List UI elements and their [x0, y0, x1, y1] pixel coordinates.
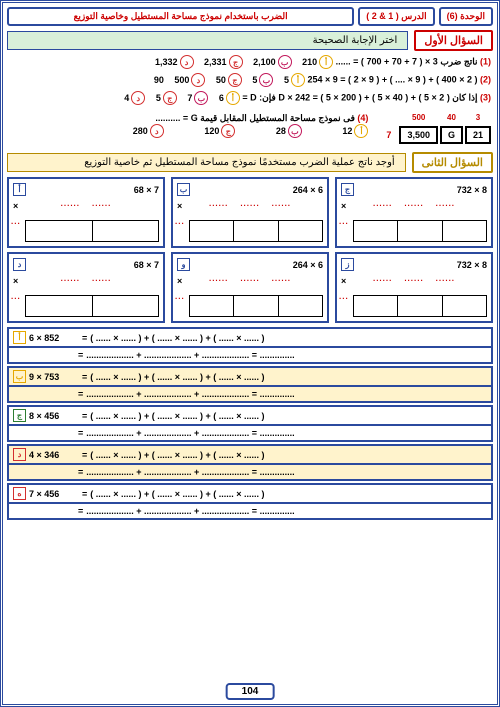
model-cell: و264 × 6..................×...	[171, 252, 329, 323]
marker-icon: أ	[13, 331, 26, 344]
problem-text: 68 × 7	[134, 260, 159, 270]
problem-text: 68 × 7	[134, 185, 159, 195]
lesson-box: الدرس ( 1 & 2 )	[358, 7, 434, 26]
model-cell: د68 × 7............×...	[7, 252, 165, 323]
q1-inst: اختر الإجابة الصحيحة	[7, 31, 408, 50]
equations: أ6 × 852= ( ...... × ...... ) + ( ......…	[7, 327, 493, 520]
marker-icon: ه	[13, 487, 26, 500]
model-cell: أ68 × 7............×...	[7, 177, 165, 248]
marker-icon: ج	[341, 183, 354, 196]
equation-row: ج8 × 456= ( ...... × ...... ) + ( ......…	[7, 405, 493, 426]
q1-line2: (2) ( 2 × 400 ) + ( 9 × .... ) + ( 9 × 2…	[9, 73, 491, 87]
q2-inst: أوجد ناتج عملية الضرب مستخدمًا نموذج مسا…	[7, 153, 406, 172]
q1-line4: (4) فى نموذج مساحة المستطيل المقابل قيمة…	[9, 113, 368, 138]
q1-line1: (1) ناتج ضرب 3 × ( 7 + 70 + 700 ) = ....…	[9, 55, 491, 69]
equation-row-2: = ................... + ................…	[7, 387, 493, 403]
marker-icon: ب	[13, 370, 26, 383]
marker-icon: ز	[341, 258, 354, 271]
equation-row: د4 × 346= ( ...... × ...... ) + ( ......…	[7, 444, 493, 465]
q1-label: السؤال الأول	[414, 30, 493, 51]
marker-icon: ج	[13, 409, 26, 422]
q2-label: السؤال الثانى	[412, 152, 493, 173]
model-cell: ز732 × 8..................×...	[335, 252, 493, 323]
equation-row: ه7 × 456= ( ...... × ...... ) + ( ......…	[7, 483, 493, 504]
model-cell: ج732 × 8..................×...	[335, 177, 493, 248]
problem-text: 732 × 8	[457, 260, 487, 270]
problem-text: 732 × 8	[457, 185, 487, 195]
marker-icon: د	[13, 448, 26, 461]
equation-row: ب9 × 753= ( ...... × ...... ) + ( ......…	[7, 366, 493, 387]
equation-row-2: = ................... + ................…	[7, 465, 493, 481]
unit-box: الوحدة (6)	[439, 7, 493, 26]
problem-text: 264 × 6	[293, 260, 323, 270]
title-box: الضرب باستخدام نموذج مساحة المستطيل وخاص…	[7, 7, 354, 26]
model-row-2: د68 × 7............×...و264 × 6.........…	[7, 252, 493, 323]
model-row-1: أ68 × 7............×...ب264 × 6.........…	[7, 177, 493, 248]
q1-line3: (3) إذا كان ( 2 × 5 ) + ( 40 × 5 ) + ( 2…	[9, 91, 491, 105]
equation-row-2: = ................... + ................…	[7, 348, 493, 364]
q1-table: 500403 73,500G21	[378, 109, 493, 148]
equation-row-2: = ................... + ................…	[7, 426, 493, 442]
problem-text: 264 × 6	[293, 185, 323, 195]
marker-icon: أ	[13, 183, 26, 196]
equation-row: أ6 × 852= ( ...... × ...... ) + ( ......…	[7, 327, 493, 348]
marker-icon: د	[13, 258, 26, 271]
equation-row-2: = ................... + ................…	[7, 504, 493, 520]
page-number: 104	[226, 683, 275, 700]
model-cell: ب264 × 6..................×...	[171, 177, 329, 248]
marker-icon: و	[177, 258, 190, 271]
marker-icon: ب	[177, 183, 190, 196]
